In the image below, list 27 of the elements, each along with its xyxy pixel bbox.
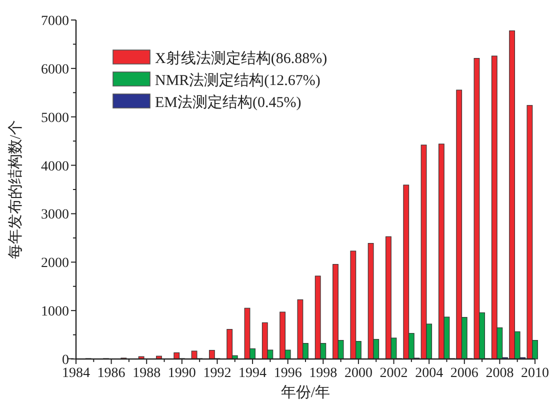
- y-axis-title: 每年发布的结构数/个: [7, 120, 24, 260]
- x-tick-label: 2000: [344, 366, 372, 381]
- x-axis-title: 年份/年: [280, 384, 330, 401]
- y-tick-label: 4000: [41, 159, 69, 174]
- x-tick-label: 1988: [132, 366, 161, 381]
- y-tick-label: 6000: [41, 62, 69, 78]
- legend-label: EM法测定结构(0.45%): [155, 94, 302, 111]
- x-tick-label: 2008: [486, 366, 514, 381]
- x-tick-label: 2004: [415, 366, 444, 381]
- y-tick-label: 7000: [41, 14, 69, 29]
- legend-label: NMR法测定结构(12.67%): [155, 72, 320, 89]
- x-tick-label: 1998: [309, 366, 338, 381]
- y-tick-label: 0: [62, 353, 69, 368]
- x-tick-label: 1996: [274, 366, 302, 381]
- x-tick-label: 1990: [168, 366, 196, 381]
- x-tick-label: 1986: [97, 366, 126, 381]
- y-tick-label: 5000: [41, 110, 69, 126]
- x-tick-label: 1994: [238, 366, 267, 381]
- y-tick-label: 3000: [41, 208, 69, 223]
- x-tick-label: 2010: [521, 366, 549, 381]
- y-tick-label: 2000: [41, 256, 69, 272]
- x-tick-label: 1984: [62, 366, 90, 381]
- x-tick-label: 2002: [380, 366, 408, 381]
- legend-label: X射线法测定结构(86.88%): [155, 50, 328, 67]
- x-tick-label: 2006: [450, 366, 478, 381]
- x-tick-label: 1992: [203, 366, 232, 381]
- y-tick-label: 1000: [41, 304, 69, 320]
